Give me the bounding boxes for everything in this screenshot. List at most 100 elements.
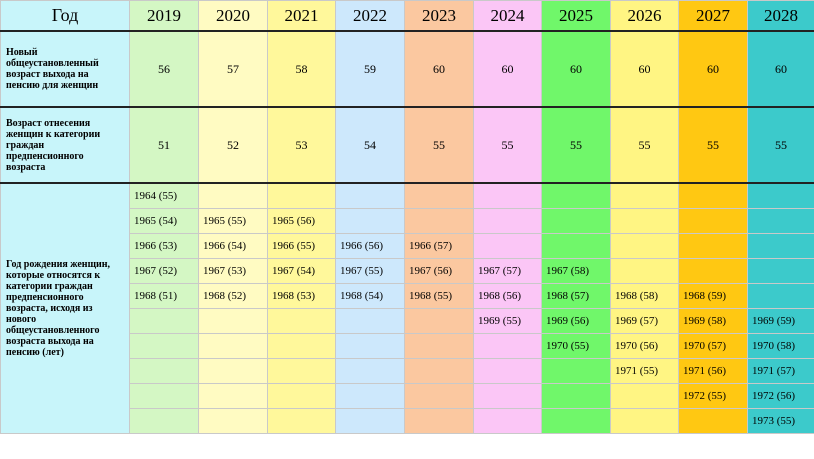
birth-year-cell (404, 308, 474, 334)
retirement-age-value: 60 (747, 30, 814, 108)
birth-year-cell (198, 358, 268, 384)
birth-year-cell: 1966 (53) (129, 233, 199, 259)
retirement-age-value: 60 (404, 30, 474, 108)
birth-year-cell (198, 383, 268, 409)
birth-year-cell: 1966 (57) (404, 233, 474, 259)
birth-year-row: 1966 (53) 1966 (54) 1966 (55) 1966 (56) 1966… (1, 233, 814, 259)
prepension-age-label: Возраст отнесения женщин к категории гра… (0, 106, 130, 184)
birth-year-cell (541, 383, 611, 409)
birth-year-cell (198, 333, 268, 359)
birth-year-cell (129, 333, 199, 359)
birth-year-cell (198, 308, 268, 334)
birth-year-cell: 1968 (59) (678, 283, 748, 309)
birth-years-label: Год рождения женщин, которые относятся к… (0, 182, 130, 434)
prepension-age-value: 54 (335, 106, 405, 184)
birth-year-cell: 1968 (57) (541, 283, 611, 309)
birth-year-cell: 1968 (51) (129, 283, 199, 309)
birth-year-row: 1970 (55) 1970 (56) 1970 (57) 1970 (58) (1, 333, 814, 359)
birth-year-cell (747, 233, 814, 259)
birth-year-cell: 1964 (55) (129, 182, 199, 209)
retirement-age-value: 56 (129, 30, 199, 108)
birth-year-cell: 1970 (57) (678, 333, 748, 359)
birth-year-cell (678, 258, 748, 284)
birth-year-row: Год рождения женщин, которые относятся к… (0, 182, 814, 434)
retirement-age-value: 58 (267, 30, 336, 108)
year-header: 2024 (473, 0, 542, 32)
year-header: 2021 (267, 0, 336, 32)
birth-year-cell (267, 182, 336, 209)
retirement-table: Год 2019 2020 2021 2022 2023 2024 2025 2026 2027… (0, 0, 814, 434)
birth-year-cell (678, 408, 748, 434)
birth-year-cell: 1972 (56) (747, 383, 814, 409)
birth-year-cell: 1967 (55) (335, 258, 405, 284)
birth-year-cell: 1965 (56) (267, 208, 336, 234)
birth-year-cell: 1967 (54) (267, 258, 336, 284)
birth-year-cell: 1973 (55) (747, 408, 814, 434)
birth-year-cell (267, 408, 336, 434)
birth-year-cell (267, 308, 336, 334)
birth-year-cell (404, 358, 474, 384)
year-header: 2020 (198, 0, 268, 32)
birth-year-cell (335, 182, 405, 209)
retirement-age-value: 60 (610, 30, 679, 108)
birth-year-cell: 1967 (57) (473, 258, 542, 284)
year-header: 2025 (541, 0, 611, 32)
retirement-age-value: 60 (541, 30, 611, 108)
birth-year-cell (747, 283, 814, 309)
birth-year-cell (610, 182, 679, 209)
birth-year-cell (267, 333, 336, 359)
prepension-age-value: 55 (678, 106, 748, 184)
birth-year-cell: 1971 (57) (747, 358, 814, 384)
birth-year-cell (473, 333, 542, 359)
birth-year-cell (335, 358, 405, 384)
birth-year-cell: 1968 (54) (335, 283, 405, 309)
birth-year-row: 1973 (55) (1, 408, 814, 434)
prepension-age-value: 51 (129, 106, 199, 184)
birth-year-cell: 1967 (52) (129, 258, 199, 284)
birth-year-cell (335, 208, 405, 234)
birth-year-cell: 1967 (56) (404, 258, 474, 284)
birth-year-cell (541, 408, 611, 434)
birth-year-cell (678, 233, 748, 259)
prepension-age-row: Возраст отнесения женщин к категории гра… (0, 106, 814, 184)
birth-year-cell (610, 208, 679, 234)
birth-year-cell (404, 383, 474, 409)
header-label: Год (0, 0, 130, 32)
birth-year-cell (129, 308, 199, 334)
birth-year-cell: 1969 (56) (541, 308, 611, 334)
birth-year-cell: 1969 (58) (678, 308, 748, 334)
birth-year-row: 1967 (52) 1967 (53) 1967 (54) 1967 (55) 1967… (1, 258, 814, 284)
retirement-age-label: Новый общеустановленный возраст выхода н… (0, 30, 130, 108)
birth-year-cell (473, 383, 542, 409)
header-row: Год 2019 2020 2021 2022 2023 2024 2025 2026 2027… (0, 0, 814, 32)
birth-year-cell: 1966 (56) (335, 233, 405, 259)
year-header: 2027 (678, 0, 748, 32)
birth-year-cell (129, 383, 199, 409)
birth-year-cell (335, 333, 405, 359)
birth-year-cell (541, 208, 611, 234)
retirement-age-value: 57 (198, 30, 268, 108)
year-header: 2026 (610, 0, 679, 32)
retirement-age-value: 59 (335, 30, 405, 108)
birth-year-cell (267, 358, 336, 384)
birth-year-cell: 1966 (54) (198, 233, 268, 259)
birth-year-cell: 1967 (53) (198, 258, 268, 284)
birth-year-cell (678, 208, 748, 234)
birth-year-cell (610, 258, 679, 284)
retirement-age-row: Новый общеустановленный возраст выхода н… (0, 30, 814, 108)
prepension-age-value: 53 (267, 106, 336, 184)
birth-year-cell (678, 182, 748, 209)
prepension-age-value: 55 (541, 106, 611, 184)
birth-year-cell (473, 208, 542, 234)
birth-year-cell (335, 408, 405, 434)
birth-year-cell (473, 233, 542, 259)
birth-year-cell (198, 182, 268, 209)
birth-year-cell: 1968 (58) (610, 283, 679, 309)
birth-year-cell: 1971 (55) (610, 358, 679, 384)
birth-year-cell: 1972 (55) (678, 383, 748, 409)
birth-year-cell (541, 233, 611, 259)
prepension-age-value: 55 (610, 106, 679, 184)
year-header: 2022 (335, 0, 405, 32)
birth-year-cell (610, 408, 679, 434)
birth-year-cell (610, 383, 679, 409)
